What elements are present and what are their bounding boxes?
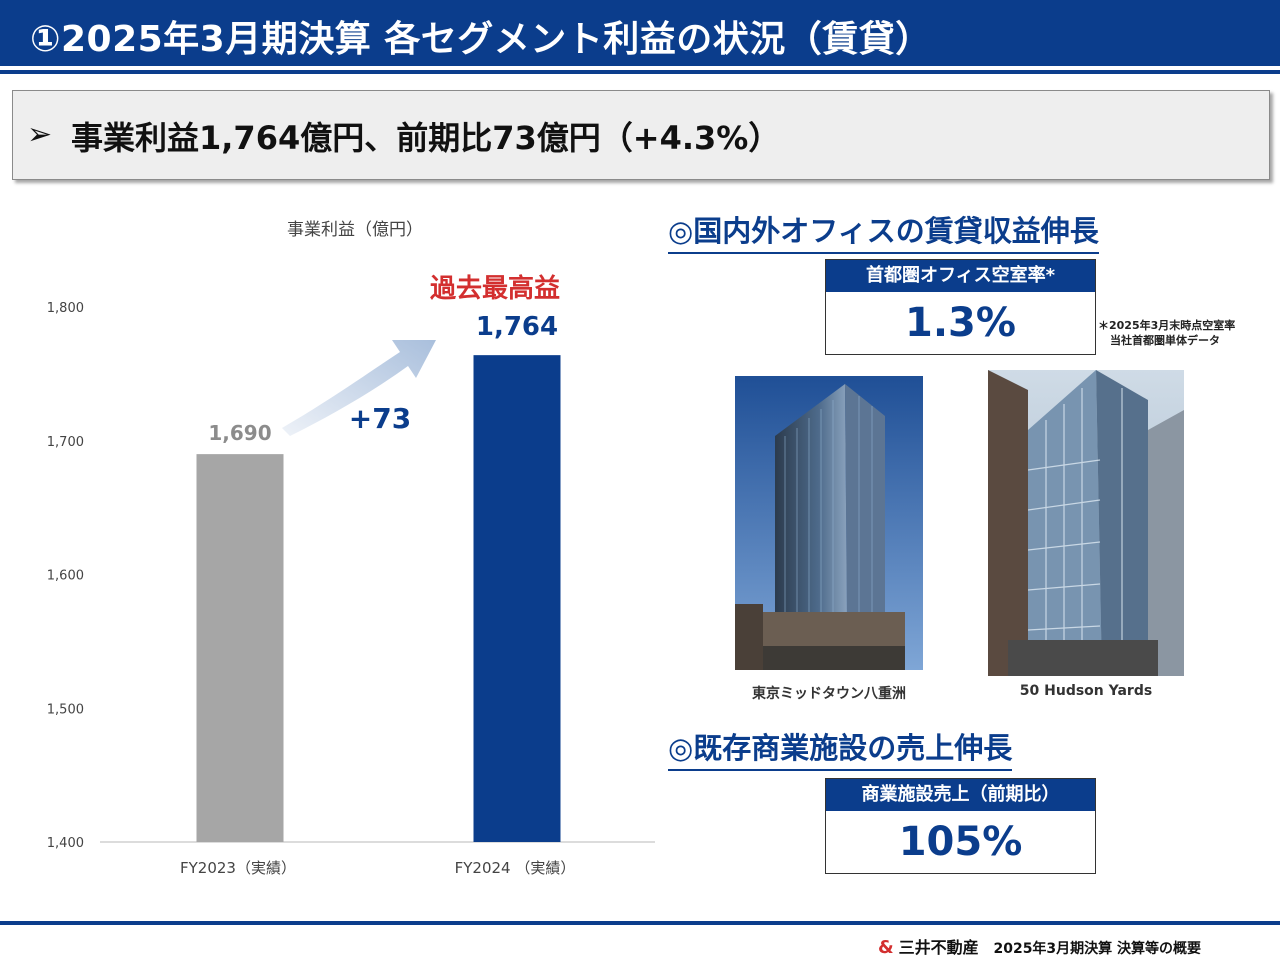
growth-arrow-icon [282, 340, 436, 436]
summary-text: 事業利益1,764億円、前期比73億円（+4.3%） [71, 119, 781, 157]
y-tick-label: 1,600 [47, 569, 84, 584]
bar-value-label: 1,690 [208, 421, 271, 445]
y-tick-label: 1,400 [47, 836, 84, 851]
footnote-line-1: ＊2025年3月末時点空室率 [1098, 319, 1236, 332]
tokyo-midtown-yaesu-photo [735, 376, 923, 670]
bar-1 [196, 454, 284, 842]
y-tick-label: 1,500 [47, 702, 84, 717]
photo2-caption: 50 Hudson Yards [1019, 683, 1153, 699]
office-kpi-label: 首都圏オフィス空室率* [826, 260, 1095, 292]
footer-text: 2025年3月期決算 決算等の概要 [993, 941, 1202, 957]
retail-section-title: ◎既存商業施設の売上伸長 [668, 725, 1013, 771]
footer-divider [0, 921, 1280, 925]
office-vacancy-kpi: 首都圏オフィス空室率* 1.3% [825, 259, 1096, 355]
bar-value-label: 1,764 [476, 312, 558, 342]
office-kpi-value: 1.3% [905, 300, 1016, 346]
y-tick-label: 1,800 [47, 301, 84, 316]
header-bar: ①2025年3月期決算 各セグメント利益の状況（賃貸） [0, 0, 1280, 66]
vacancy-footnote: ＊2025年3月末時点空室率 当社首都圏単体データ [1098, 318, 1235, 348]
office-section-title: ◎国内外オフィスの賃貸収益伸長 [668, 208, 1099, 254]
retail-sales-kpi: 商業施設売上（前期比） 105% [825, 778, 1096, 874]
difference-label: +73 [348, 402, 412, 435]
y-tick-label: 1,700 [47, 435, 84, 450]
x-category-label: FY2024 （実績） [455, 859, 576, 877]
page-title: ①2025年3月期決算 各セグメント利益の状況（賃貸） [30, 19, 932, 60]
arrow-bullet-icon: ➢ [27, 117, 53, 152]
profit-bar-chart: 1,400 1,500 1,600 1,700 1,800 1,690 FY2023（実績… [47, 301, 655, 877]
photo1-caption: 東京ミッドタウン八重洲 [752, 686, 906, 702]
bar-2 [473, 355, 561, 842]
footer-company: 三井不動産 [898, 938, 979, 957]
record-profit-label: 過去最高益 [429, 274, 560, 304]
summary-box: ➢ 事業利益1,764億円、前期比73億円（+4.3%） [12, 90, 1270, 180]
footer: & 三井不動産 2025年3月期決算 決算等の概要 [878, 934, 1201, 958]
company-logo-icon: & [878, 937, 894, 958]
header-divider [0, 70, 1280, 74]
x-category-label: FY2023（実績） [180, 859, 296, 877]
footnote-line-2: 当社首都圏単体データ [1110, 334, 1220, 347]
chart-title: 事業利益（億円） [287, 220, 423, 240]
retail-kpi-label: 商業施設売上（前期比） [826, 779, 1095, 811]
retail-kpi-value: 105% [898, 819, 1023, 865]
hudson-yards-photo [988, 370, 1184, 676]
